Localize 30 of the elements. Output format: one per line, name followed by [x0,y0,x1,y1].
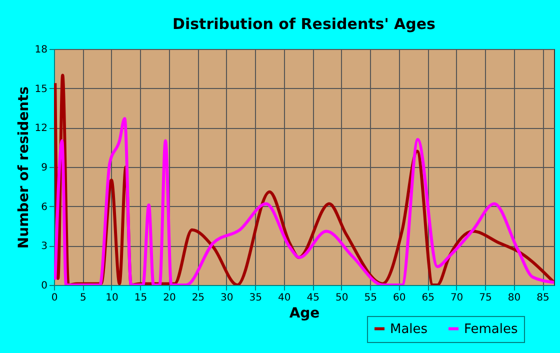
y-tick-label: 18 [34,44,48,56]
x-tick-label: 40 [278,292,291,304]
y-tick-label: 0 [41,280,48,292]
x-tick-label: 75 [479,292,492,304]
x-tick-label: 65 [422,292,434,304]
legend-label: Females [464,322,518,337]
y-tick-label: 9 [41,162,48,174]
x-tick-label: 80 [508,292,521,304]
x-axis-title: Age [289,306,320,322]
x-tick-label: 30 [220,292,234,304]
y-tick-label: 3 [41,241,48,252]
y-tick-label: 6 [41,202,48,213]
x-tick-label: 10 [106,292,118,304]
x-tick-label: 20 [163,292,176,304]
x-tick-label: 60 [392,292,406,304]
y-tick-label: 15 [34,84,48,95]
y-tick-label: 12 [34,123,48,134]
x-tick-label: 45 [306,292,320,304]
x-tick-label: 35 [249,292,262,304]
x-tick-label: 0 [51,292,58,304]
x-tick-label: 55 [364,292,377,304]
y-axis-title: Number of residents [16,86,32,249]
x-tick-label: 50 [335,292,348,304]
legend-label: Males [390,322,428,337]
chart-title: Distribution of Residents' Ages [172,15,436,33]
x-tick-label: 25 [192,292,205,304]
x-tick-label: 5 [80,292,86,304]
x-tick-label: 15 [134,292,148,304]
x-tick-label: 70 [450,292,464,304]
x-tick-label: 85 [536,292,550,304]
